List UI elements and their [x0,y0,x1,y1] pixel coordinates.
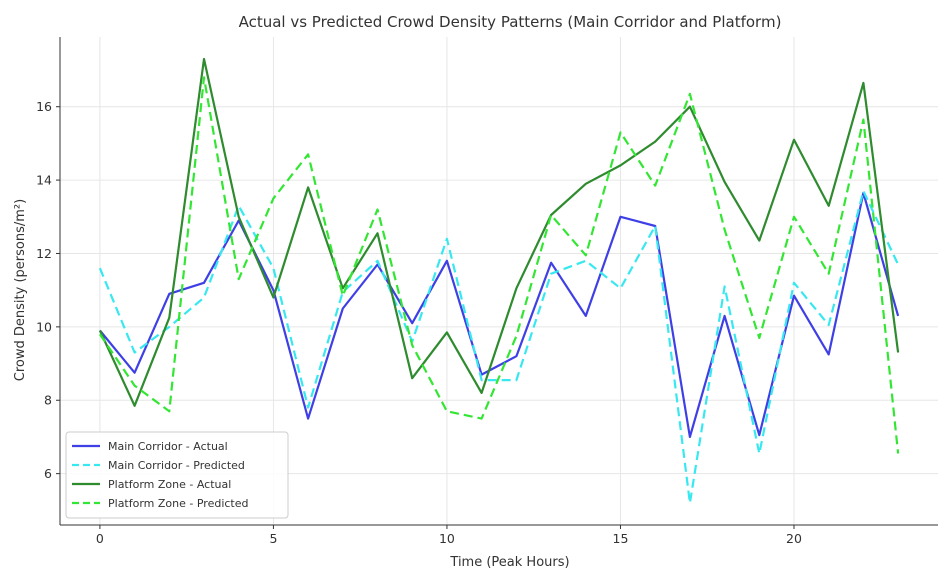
series-line-3 [98,57,900,407]
y-axis-label: Crowd Density (persons/m²) [13,199,28,381]
y-tick-label: 12 [36,246,52,261]
legend-label: Platform Zone - Actual [108,478,231,491]
x-tick-label: 10 [439,531,455,546]
y-tick-label: 14 [36,173,52,188]
y-axis-ticks: 6 8 10 12 14 16 [36,99,60,481]
y-tick-label: 10 [36,319,52,334]
x-axis-label: Time (Peak Hours) [449,555,569,570]
x-tick-label: 0 [96,531,104,546]
legend-box [65,431,289,519]
chart-title: Actual vs Predicted Crowd Density Patter… [239,13,782,31]
x-tick-label: 20 [786,531,802,546]
y-tick-label: 16 [36,99,52,114]
y-tick-label: 6 [44,466,52,481]
y-tick-label: 8 [44,393,52,408]
series-line-1 [99,191,900,438]
legend-label: Main Corridor - Actual [108,440,228,453]
series-lines [98,57,900,505]
x-tick-label: 15 [613,531,629,546]
x-axis-ticks: 0 5 10 15 20 [96,525,802,546]
legend-label: Main Corridor - Predicted [108,459,245,472]
legend-label: Platform Zone - Predicted [108,497,249,510]
series-line-4 [98,76,900,454]
x-tick-label: 5 [269,531,277,546]
axes [59,37,938,526]
legend: Main Corridor - Actual Main Corridor - Pr… [65,431,289,519]
